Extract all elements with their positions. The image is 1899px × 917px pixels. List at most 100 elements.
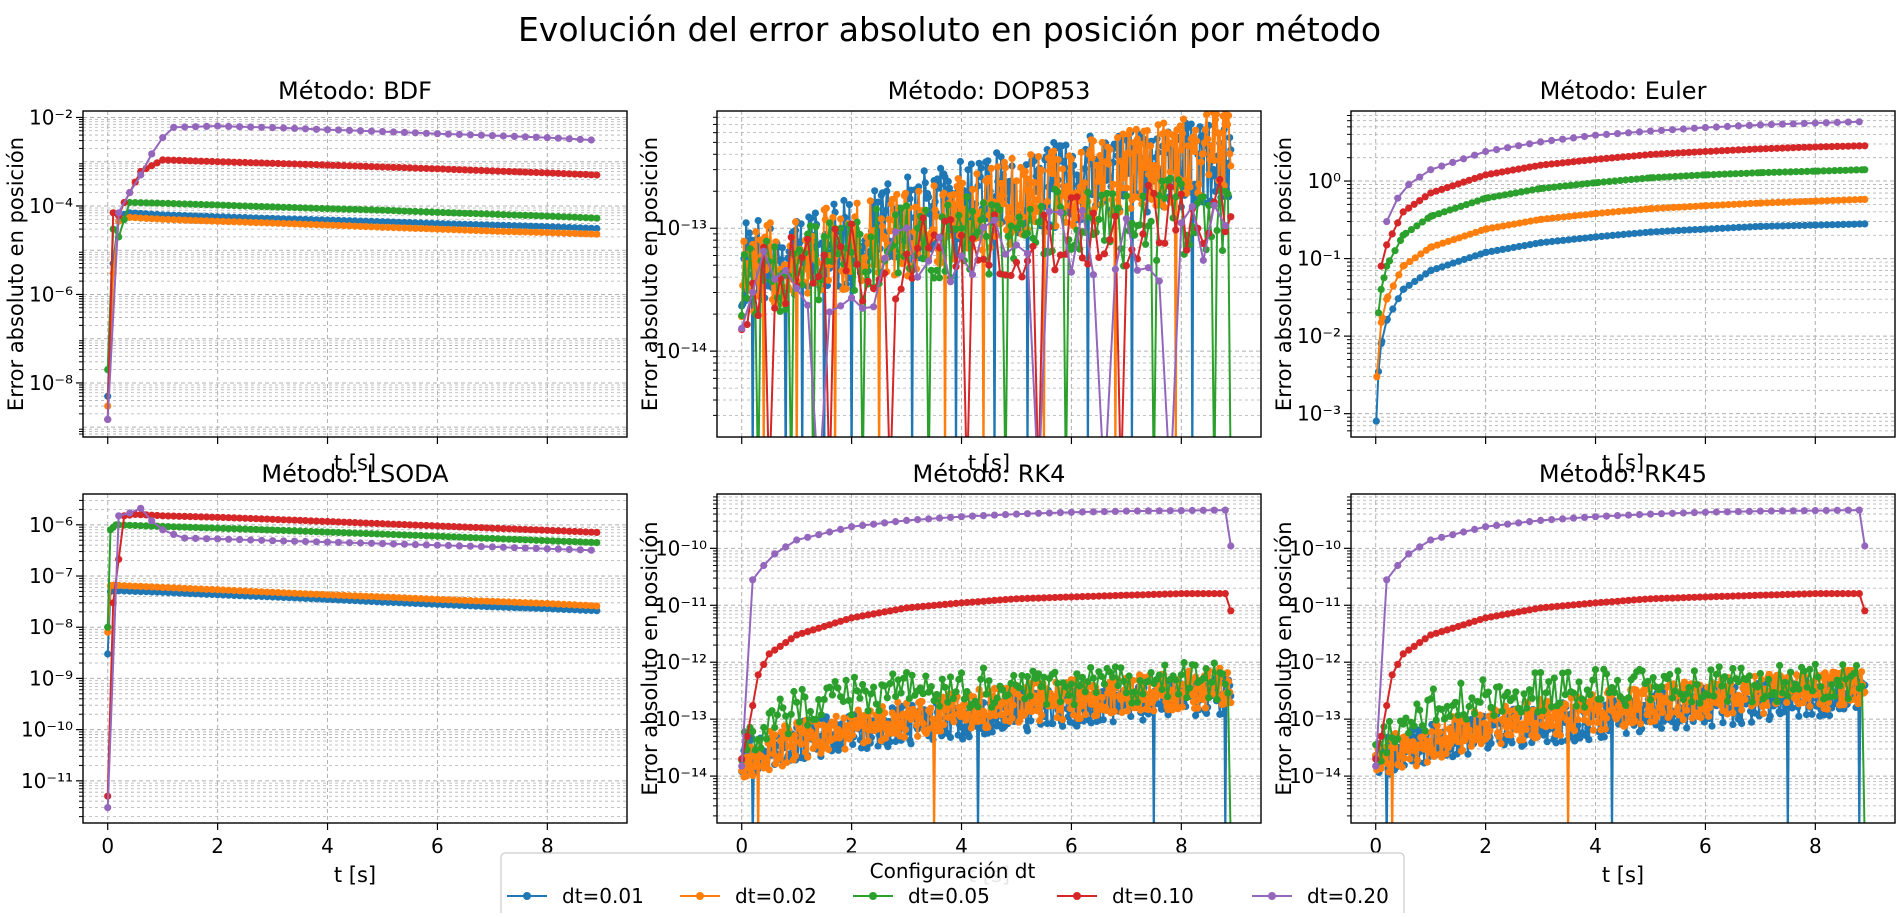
data-point (1559, 136, 1566, 143)
data-point (1425, 738, 1432, 745)
data-point (1211, 660, 1218, 667)
data-point (1010, 672, 1017, 679)
data-point (859, 522, 866, 529)
data-point (1016, 202, 1023, 209)
data-point (1009, 155, 1016, 162)
data-point (1603, 131, 1610, 138)
data-point (755, 312, 762, 319)
data-point (1220, 710, 1227, 717)
data-point (818, 711, 825, 718)
data-point (913, 721, 920, 728)
data-point (522, 545, 529, 552)
data-point (851, 674, 858, 681)
data-point (280, 124, 287, 131)
data-point (755, 217, 762, 224)
data-point (1205, 171, 1212, 178)
data-point (1109, 674, 1116, 681)
data-point (203, 535, 210, 542)
data-point (1496, 683, 1503, 690)
data-point (1057, 209, 1064, 216)
data-point (1515, 142, 1522, 149)
data-point (1485, 689, 1492, 696)
data-point (811, 732, 818, 739)
data-point (1768, 121, 1775, 128)
data-point (815, 531, 822, 538)
data-point (1100, 716, 1107, 723)
data-point (746, 245, 753, 252)
data-point (1216, 176, 1223, 183)
data-point (769, 740, 776, 747)
data-point (1705, 713, 1712, 720)
data-point (1222, 507, 1229, 514)
data-point (1022, 168, 1029, 175)
x-tick-label: 0 (101, 834, 114, 858)
data-point (893, 191, 900, 198)
data-point (928, 683, 935, 690)
data-point (952, 688, 959, 695)
data-point (963, 688, 970, 695)
data-point (1378, 263, 1385, 270)
data-point (1205, 694, 1212, 701)
data-point (1134, 699, 1141, 706)
data-point (1446, 713, 1453, 720)
data-point (915, 188, 922, 195)
data-point (771, 243, 778, 250)
data-point (804, 236, 811, 243)
data-point (247, 536, 254, 543)
data-point (1076, 682, 1083, 689)
data-point (940, 190, 947, 197)
y-tick-label: 10⁻¹⁰ (21, 718, 73, 742)
data-point (1858, 668, 1865, 675)
data-point (1018, 220, 1025, 227)
data-point (1145, 507, 1152, 514)
data-point (1380, 274, 1387, 281)
data-point (1394, 219, 1401, 226)
data-point (892, 518, 899, 525)
data-point (225, 536, 232, 543)
subplot-title: Método: BDF (278, 77, 432, 105)
data-point (1713, 123, 1720, 130)
data-point (950, 695, 957, 702)
data-point (1200, 507, 1207, 514)
data-point (313, 126, 320, 133)
data-point (914, 274, 921, 281)
data-point (804, 534, 811, 541)
data-point (1428, 728, 1435, 735)
data-point (837, 302, 844, 309)
data-point (1016, 684, 1023, 691)
data-point (593, 231, 600, 238)
data-point (881, 519, 888, 526)
data-point (1195, 181, 1202, 188)
data-point (1386, 718, 1393, 725)
data-point (1106, 236, 1113, 243)
data-point (1156, 507, 1163, 514)
data-point (1005, 233, 1012, 240)
data-point (854, 687, 861, 694)
data-point (1133, 126, 1140, 133)
data-point (1087, 147, 1094, 154)
data-point (1124, 707, 1131, 714)
data-point (862, 269, 869, 276)
data-point (401, 541, 408, 548)
data-point (214, 122, 221, 129)
data-point (851, 287, 858, 294)
data-point (1540, 732, 1547, 739)
data-point (1466, 703, 1473, 710)
data-point (1659, 709, 1666, 716)
data-point (1548, 137, 1555, 144)
data-point (810, 280, 817, 287)
data-point (1625, 129, 1632, 136)
data-point (761, 755, 768, 762)
data-point (757, 744, 764, 751)
data-point (804, 722, 811, 729)
data-point (931, 182, 938, 189)
data-point (1708, 723, 1715, 730)
data-point (1172, 226, 1179, 233)
data-point (1574, 716, 1581, 723)
y-axis-label: Error absoluto en posición (638, 521, 662, 795)
data-point (1189, 203, 1196, 210)
data-point (1093, 712, 1100, 719)
data-point (1463, 716, 1470, 723)
data-point (1090, 675, 1097, 682)
data-point (1180, 116, 1187, 123)
